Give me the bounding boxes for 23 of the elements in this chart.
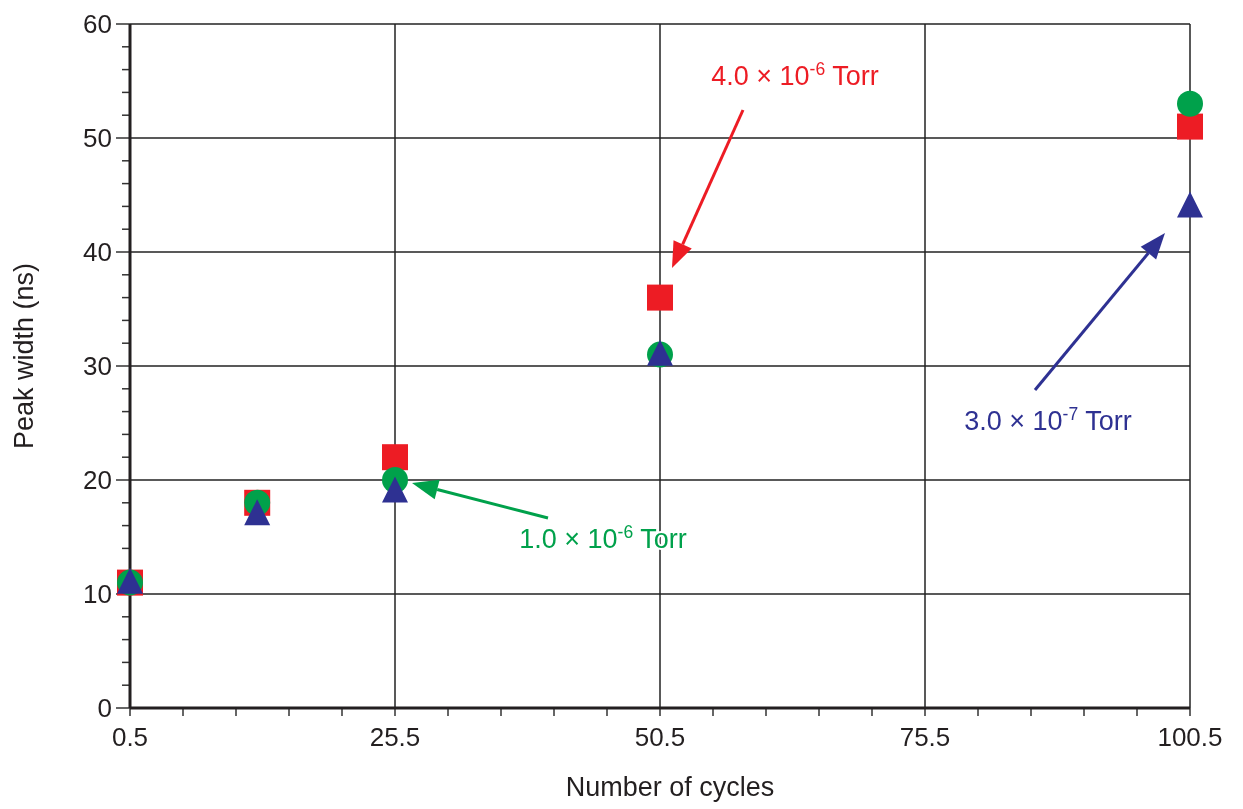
y-tick-label: 40 — [83, 237, 112, 267]
y-tick-label: 30 — [83, 351, 112, 381]
x-tick-label: 0.5 — [111, 722, 149, 752]
point — [1177, 90, 1203, 117]
point — [382, 444, 408, 471]
point — [244, 499, 271, 526]
y-axis-title: Peak width (ns) — [9, 262, 39, 450]
x-tick-label: 75.5 — [899, 722, 951, 752]
x-tick-label: 50.5 — [634, 722, 686, 752]
y-tick-label: 20 — [83, 465, 112, 495]
text: 3.0 × 10$^{-7}$ Torr — [964, 404, 1132, 436]
point — [1177, 191, 1203, 218]
y-tick-label: 10 — [83, 579, 112, 609]
text: 4.0 × 10$^{-6}$ Torr — [711, 59, 879, 91]
x-axis-title: Number of cycles — [565, 772, 775, 802]
point — [382, 476, 408, 503]
y-tick-label: 0 — [97, 693, 112, 723]
x-tick-label: 25.5 — [369, 722, 421, 752]
y-tick-label: 50 — [83, 123, 112, 153]
point — [647, 284, 673, 311]
y-tick-label: 60 — [83, 9, 112, 39]
x-tick-label: 100.5 — [1157, 722, 1223, 752]
point — [1177, 113, 1203, 140]
